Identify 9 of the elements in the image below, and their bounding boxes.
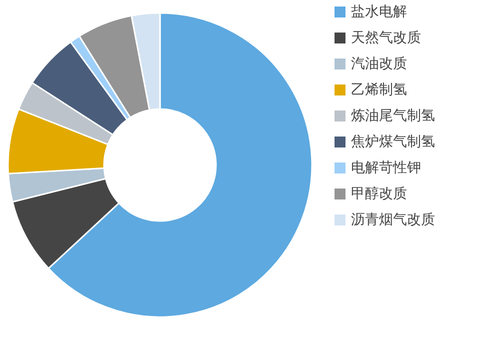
legend-label: 甲醇改质	[351, 186, 407, 202]
legend-label: 沥青烟气改质	[351, 212, 435, 228]
legend-label: 汽油改质	[351, 56, 407, 72]
legend-label: 焦炉煤气制氢	[351, 134, 435, 150]
legend-label: 天然气改质	[351, 30, 421, 46]
legend-label: 炼油尾气制氢	[351, 108, 435, 124]
legend-label: 电解苛性钾	[351, 160, 421, 176]
legend-label: 盐水电解	[351, 4, 407, 20]
legend-label: 乙烯制氢	[351, 82, 407, 98]
